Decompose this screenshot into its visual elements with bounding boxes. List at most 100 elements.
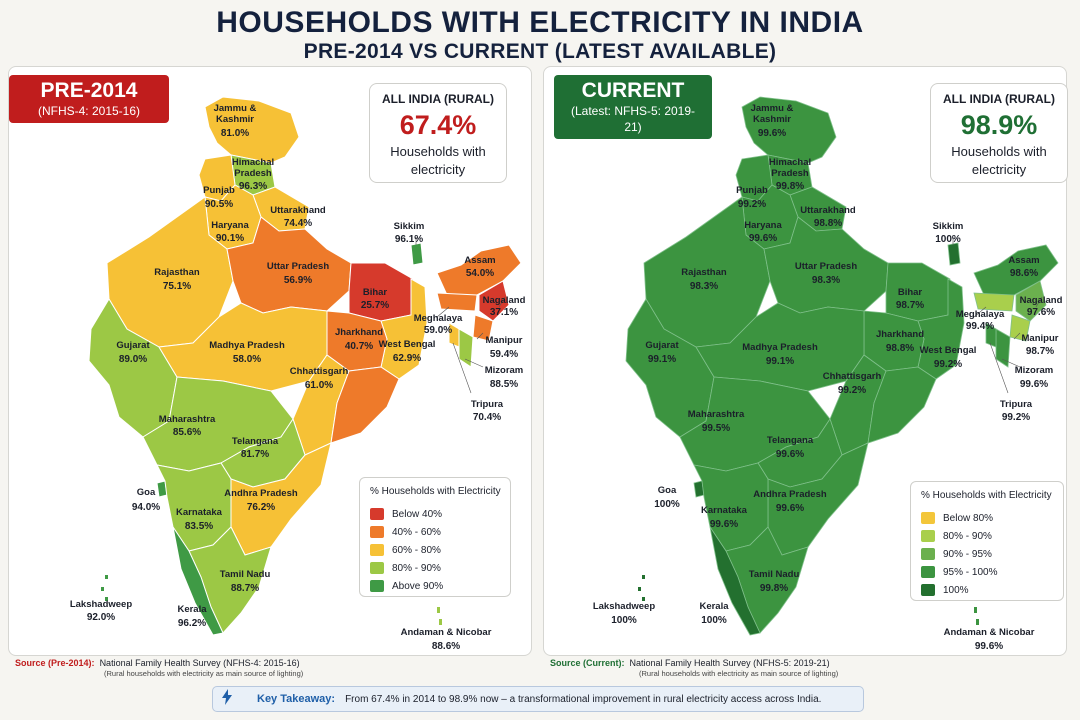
value-lakshadweep: 92.0%	[87, 612, 115, 623]
label-haryana: Haryana	[744, 220, 782, 231]
legend-item: 95% - 100%	[921, 563, 1053, 581]
current-india-map: Jammu & Kashmir 99.6% Himachal Pradesh 9…	[593, 96, 1063, 652]
value-tripura: 99.2%	[1002, 412, 1030, 423]
meghalaya-leader-line	[436, 306, 450, 318]
label-chhattisgarh: Chhattisgarh	[823, 371, 882, 382]
label-nagaland: Nagaland	[483, 295, 526, 306]
value-telangana: 81.7%	[241, 449, 269, 460]
pre-2014-all-india-stat: ALL INDIA (RURAL) 67.4% Households with …	[369, 83, 507, 183]
label-jk-1: Jammu &	[214, 103, 257, 114]
legend-swatch	[370, 580, 384, 592]
nagaland-leader-line	[498, 296, 506, 308]
value-maharashtra: 99.5%	[702, 423, 730, 434]
region-nagaland	[478, 280, 510, 322]
label-manipur: Manipur	[486, 335, 523, 346]
label-jk-2: Kashmir	[753, 114, 791, 125]
region-andaman-nicobar	[437, 607, 442, 625]
current-source: Source (Current): National Family Health…	[550, 658, 838, 678]
value-hp: 96.3%	[239, 181, 267, 192]
label-hp-2: Pradesh	[234, 168, 272, 179]
page-subtitle: PRE-2014 VS CURRENT (LATEST AVAILABLE)	[303, 40, 777, 63]
region-jammu-kashmir	[204, 96, 300, 164]
label-jharkhand: Jharkhand	[335, 327, 383, 338]
legend-label: 80% - 90%	[392, 562, 441, 574]
value-meghalaya: 59.0%	[424, 325, 452, 336]
legend-swatch	[921, 566, 935, 578]
region-odisha	[330, 366, 400, 444]
label-kerala: Kerala	[699, 601, 729, 612]
legend-item: 90% - 95%	[921, 545, 1053, 563]
stat-desc-line1: Households with	[951, 144, 1047, 159]
value-karnataka: 83.5%	[185, 521, 213, 532]
legend-item: 100%	[921, 581, 1053, 599]
stat-label: ALL INDIA (RURAL)	[943, 92, 1055, 106]
tripura-leader-line	[452, 342, 472, 394]
value-chhattisgarh: 61.0%	[305, 380, 333, 391]
pre-2014-state-labels: Jammu & Kashmir 81.0% Himachal Pradesh 9…	[70, 103, 526, 652]
pre-2014-panel: Jammu & Kashmir 81.0% Himachal Pradesh 9…	[8, 66, 532, 656]
legend-label: 80% - 90%	[943, 530, 992, 542]
value-sikkim: 100%	[935, 234, 961, 245]
stat-value: 67.4%	[399, 110, 477, 140]
legend-swatch	[921, 512, 935, 524]
manipur-leader-line	[1013, 332, 1021, 340]
label-meghalaya: Meghalaya	[956, 309, 1005, 320]
label-west-bengal: West Bengal	[379, 339, 436, 350]
value-mizoram: 99.6%	[1020, 379, 1048, 390]
region-manipur	[472, 314, 494, 342]
value-goa: 100%	[654, 499, 680, 510]
legend-label: Above 90%	[392, 580, 444, 592]
mizoram-leader-line	[1001, 358, 1021, 368]
label-goa: Goa	[137, 487, 156, 498]
label-tamil-nadu: Tamil Nadu	[220, 569, 271, 580]
value-uttarakhand: 74.4%	[284, 218, 312, 229]
label-maharashtra: Maharashtra	[688, 409, 745, 420]
meghalaya-leader-line	[973, 306, 987, 318]
label-bihar: Bihar	[363, 287, 388, 298]
value-maharashtra: 85.6%	[173, 427, 201, 438]
region-kerala	[172, 526, 224, 636]
pre-2014-legend: % Households with Electricity Below 40% …	[359, 477, 511, 597]
value-punjab: 99.2%	[738, 199, 766, 210]
label-punjab: Punjab	[203, 185, 235, 196]
label-mizoram: Mizoram	[1015, 365, 1054, 376]
pre-2014-source: Source (Pre-2014): National Family Healt…	[15, 658, 303, 678]
value-rajasthan: 75.1%	[163, 281, 191, 292]
source-note: (Rural households with electricity as ma…	[639, 669, 839, 678]
value-bihar: 25.7%	[361, 300, 389, 311]
value-uttarakhand: 98.8%	[814, 218, 842, 229]
legend-title: % Households with Electricity	[370, 486, 501, 497]
label-gujarat: Gujarat	[645, 340, 679, 351]
legend-item: 80% - 90%	[921, 527, 1053, 545]
value-meghalaya: 99.4%	[966, 321, 994, 332]
legend-title: % Households with Electricity	[921, 490, 1052, 501]
label-up: Uttar Pradesh	[267, 261, 329, 272]
label-andhra: Andhra Pradesh	[224, 488, 298, 499]
value-up: 56.9%	[284, 275, 312, 286]
legend-item: Above 90%	[370, 577, 500, 595]
label-up: Uttar Pradesh	[795, 261, 857, 272]
value-tripura: 70.4%	[473, 412, 501, 423]
region-sikkim	[410, 242, 424, 266]
value-hp: 99.8%	[776, 181, 804, 192]
region-tripura	[985, 322, 997, 348]
value-gujarat: 99.1%	[648, 354, 676, 365]
source-text: National Family Health Survey (NFHS-5: 2…	[629, 658, 830, 668]
tripura-leader-line	[989, 342, 1009, 394]
label-hp-2: Pradesh	[771, 168, 809, 179]
value-gujarat: 89.0%	[119, 354, 147, 365]
legend-label: 100%	[943, 584, 969, 596]
label-assam: Assam	[464, 255, 495, 266]
value-karnataka: 99.6%	[710, 519, 738, 530]
value-assam: 54.0%	[466, 268, 494, 279]
region-odisha	[867, 366, 937, 444]
label-lakshadweep: Lakshadweep	[593, 601, 655, 612]
region-mizoram	[458, 328, 474, 368]
legend-swatch	[921, 584, 935, 596]
label-sikkim: Sikkim	[933, 221, 964, 232]
label-punjab: Punjab	[736, 185, 768, 196]
pre-2014-badge-title: PRE-2014	[40, 79, 138, 102]
current-state-labels: Jammu & Kashmir 99.6% Himachal Pradesh 9…	[593, 103, 1063, 652]
legend-swatch	[921, 548, 935, 560]
label-gujarat: Gujarat	[116, 340, 150, 351]
